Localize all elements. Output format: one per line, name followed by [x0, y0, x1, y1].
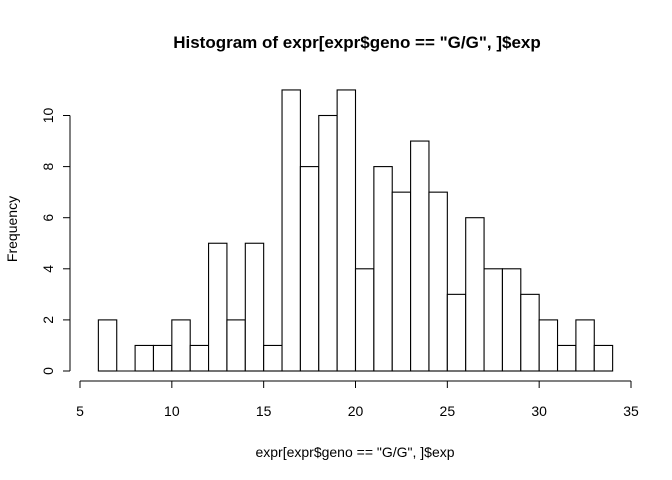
histogram-bar: [281, 89, 301, 372]
histogram-bar: [538, 319, 559, 372]
histogram-bar: [410, 140, 430, 372]
x-tick-label: 10: [164, 403, 180, 419]
histogram-bar: [520, 293, 540, 372]
histogram-bar: [97, 319, 118, 372]
histogram-bar: [318, 114, 338, 372]
y-axis: 0 2 4 6 8 10: [40, 108, 71, 375]
x-tick-label: 15: [256, 403, 272, 419]
y-tick-label: 2: [40, 316, 56, 324]
histogram-bar: [501, 268, 522, 372]
histogram-bar: [189, 344, 210, 372]
histogram-bars: [97, 89, 614, 372]
x-tick-label: 25: [440, 403, 456, 419]
histogram-bar: [593, 344, 614, 372]
histogram-bar: [152, 344, 173, 372]
histogram-bar: [299, 166, 320, 372]
histogram-bar: [373, 166, 393, 372]
histogram-bar: [263, 344, 283, 372]
histogram-bar: [391, 191, 412, 372]
histogram-bar: [354, 268, 375, 372]
x-axis: 5 10 15 20 25 30 35: [76, 380, 639, 419]
histogram-bar: [446, 293, 467, 372]
histogram-bar: [465, 217, 485, 372]
histogram-bar: [208, 242, 228, 372]
histogram-bar: [336, 89, 357, 372]
histogram-bar: [428, 191, 448, 372]
histogram-bar: [171, 319, 191, 372]
x-tick-label: 30: [531, 403, 547, 419]
chart-title: Histogram of expr[expr$geno == "G/G", ]$…: [173, 33, 541, 52]
y-axis-label: Frequency: [4, 196, 20, 262]
y-tick-label: 6: [40, 214, 56, 222]
histogram-bar: [244, 242, 265, 372]
x-tick-label: 35: [623, 403, 639, 419]
x-tick-label: 20: [348, 403, 364, 419]
histogram-bar: [575, 319, 595, 372]
histogram-bar: [134, 344, 155, 372]
histogram-bar: [483, 268, 503, 372]
histogram-bar: [226, 319, 246, 372]
histogram-bar: [556, 344, 577, 372]
x-axis-label: expr[expr$geno == "G/G", ]$exp: [255, 444, 454, 460]
x-tick-label: 5: [76, 403, 84, 419]
y-tick-label: 4: [40, 265, 56, 273]
y-tick-label: 10: [40, 108, 56, 124]
y-tick-label: 0: [40, 367, 56, 375]
y-tick-label: 8: [40, 162, 56, 170]
